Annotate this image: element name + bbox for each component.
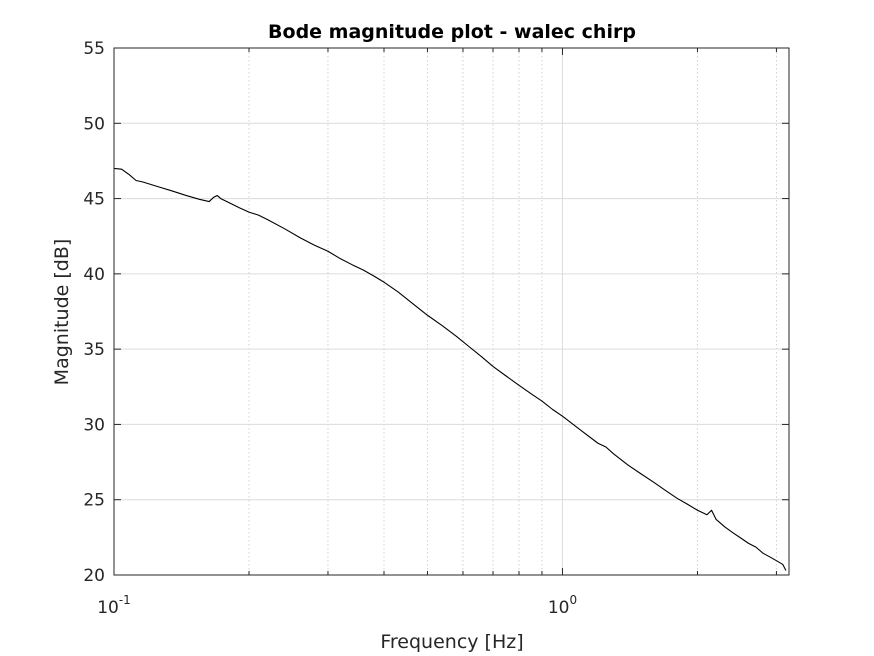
y-tick-label: 30 bbox=[83, 415, 105, 435]
y-tick-label: 55 bbox=[83, 39, 105, 59]
x-tick-label: 10-1 bbox=[97, 593, 131, 618]
y-tick-label: 20 bbox=[83, 566, 105, 586]
y-tick-label: 50 bbox=[83, 114, 105, 134]
axes: 10-1 100 20 25 30 35 40 45 50 55 bbox=[83, 39, 789, 618]
grid bbox=[114, 48, 789, 575]
x-axis-label: Frequency [Hz] bbox=[380, 631, 523, 653]
y-tick-label: 45 bbox=[83, 190, 105, 210]
plot-frame bbox=[113, 47, 790, 576]
y-axis-label: Magnitude [dB] bbox=[51, 239, 73, 386]
chart-title: Bode magnitude plot - walec chirp bbox=[268, 21, 636, 43]
y-tick-label: 40 bbox=[83, 265, 105, 285]
y-tick-label: 25 bbox=[83, 491, 105, 511]
y-tick-label: 35 bbox=[83, 340, 105, 360]
x-tick-label: 100 bbox=[548, 593, 577, 618]
series-group bbox=[113, 167, 787, 571]
magnitude-line bbox=[113, 167, 787, 571]
